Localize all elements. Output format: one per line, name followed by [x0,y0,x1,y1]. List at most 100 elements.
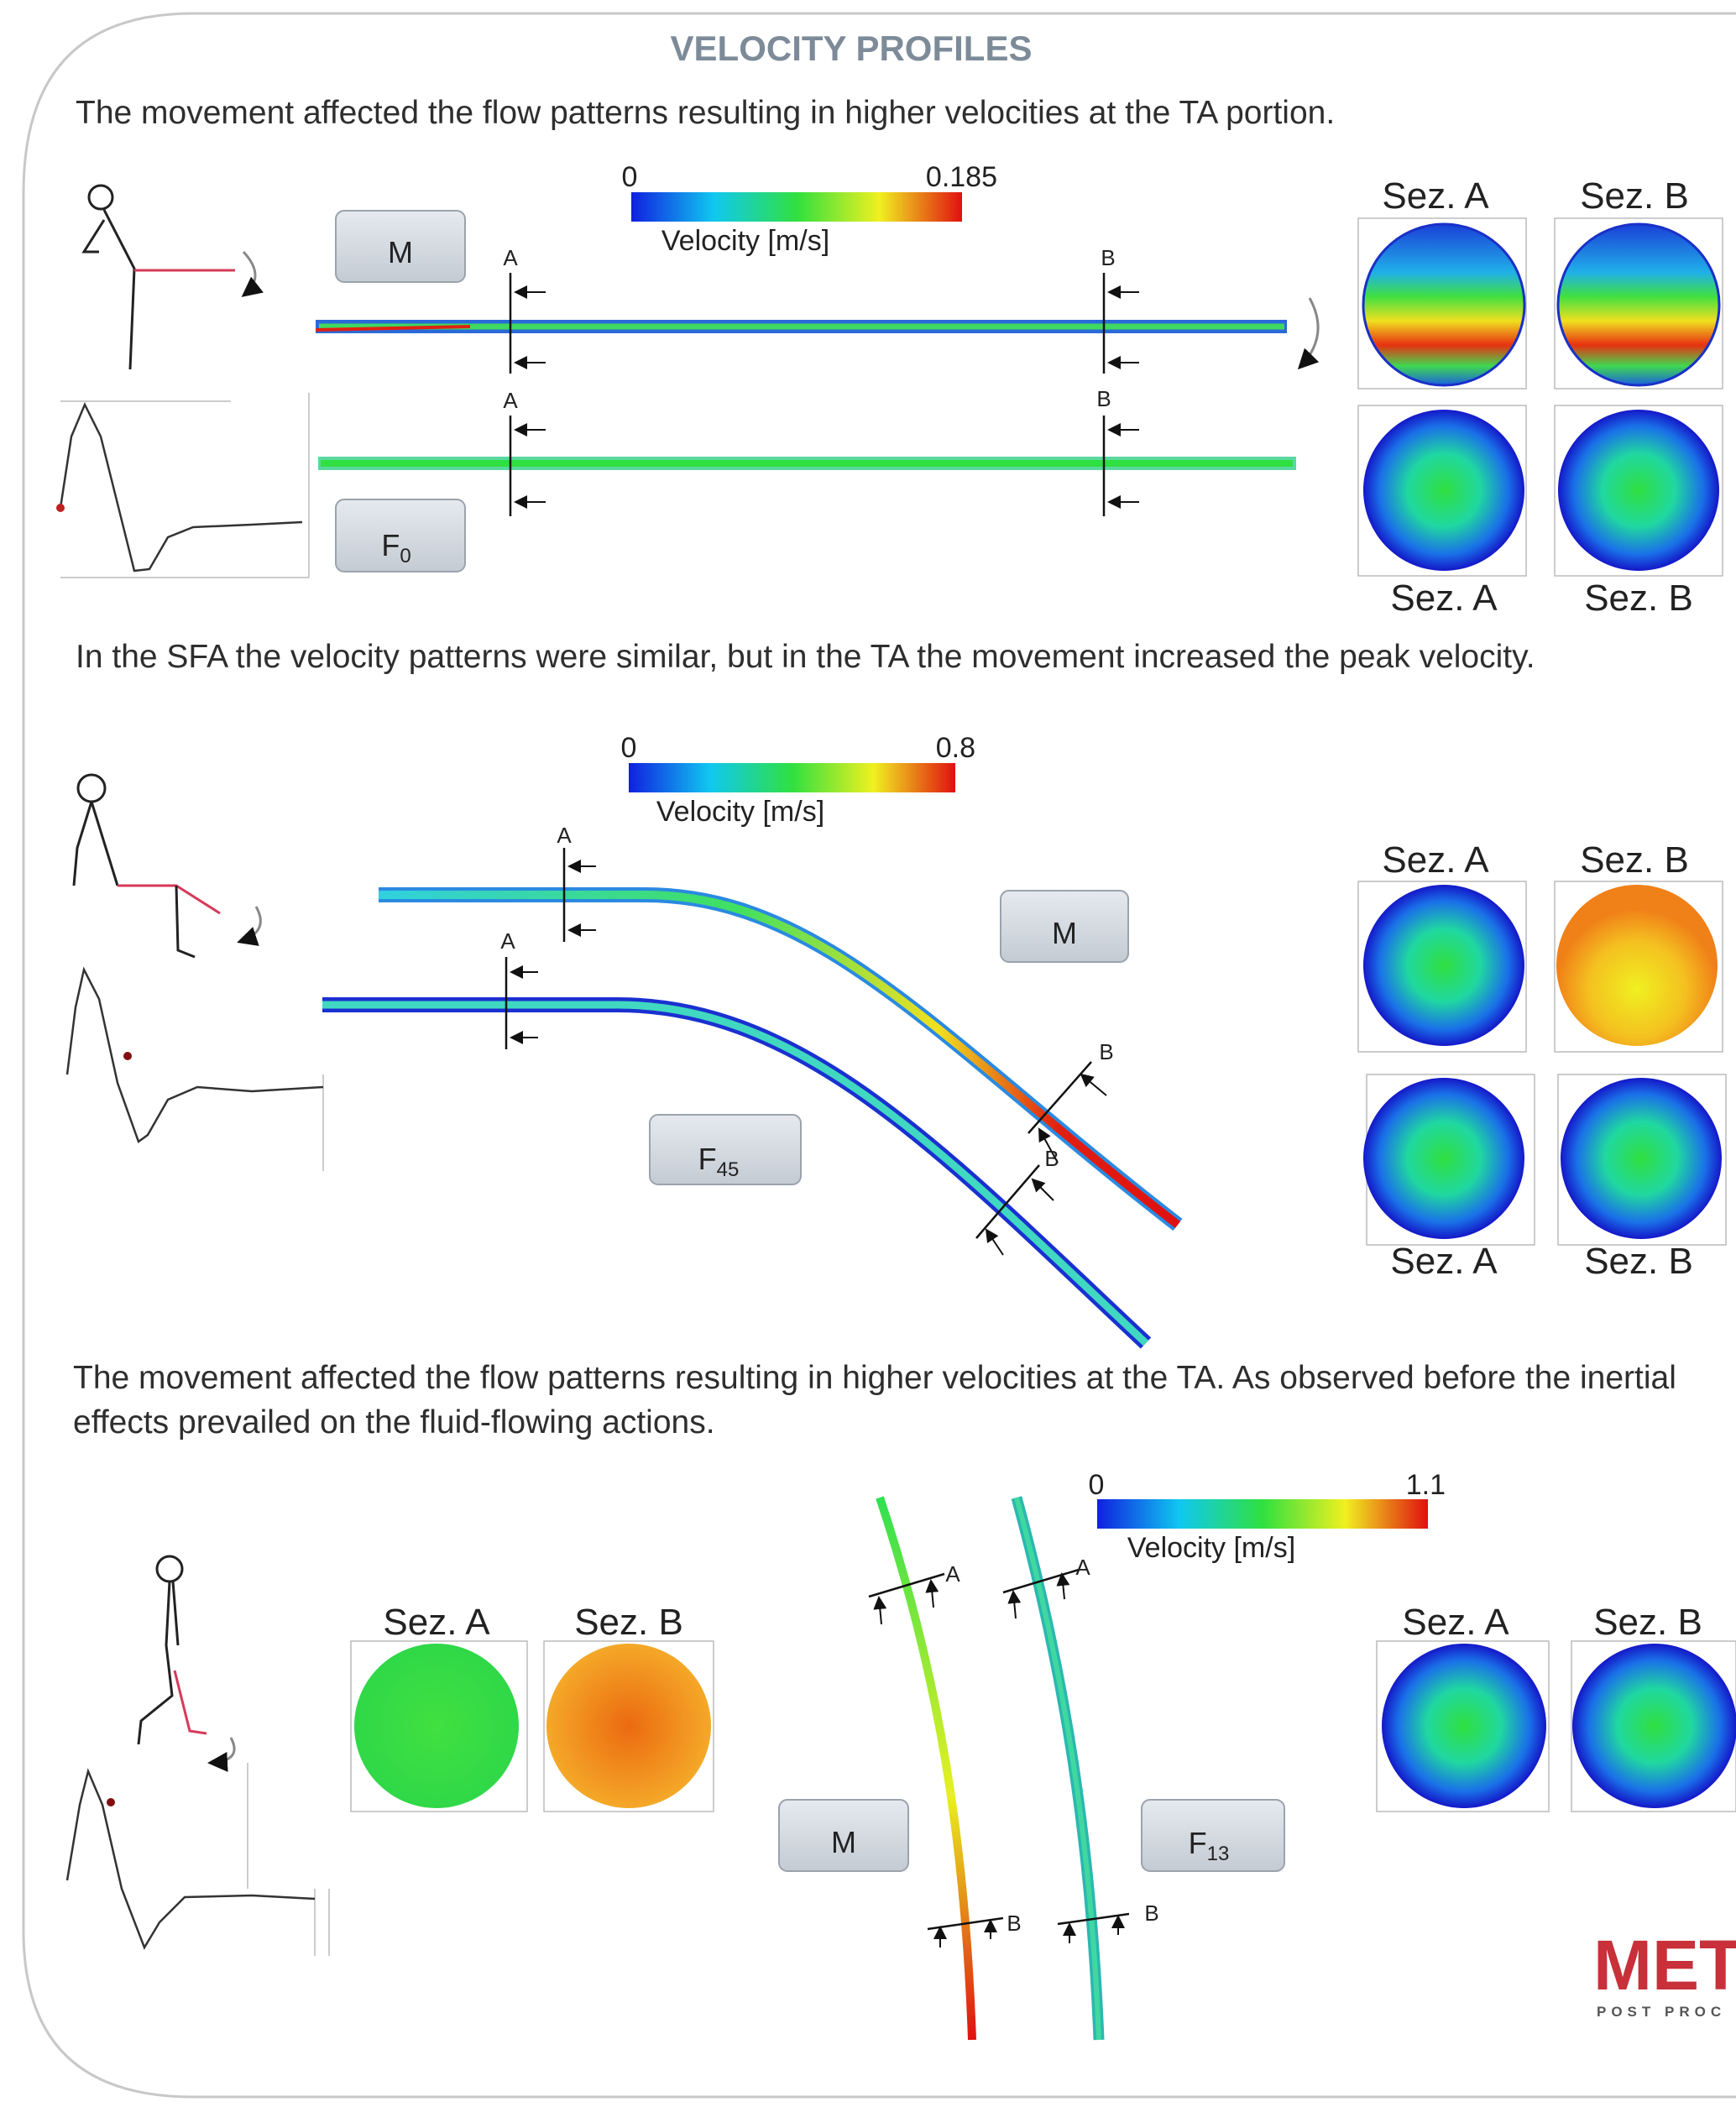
waveform [60,405,302,571]
section-profile [1363,1078,1524,1239]
waveform [107,1798,115,1806]
case-name: M [388,235,413,269]
section-profile [1556,885,1718,1046]
section-cut [1081,1074,1106,1095]
stick-figure [84,220,104,252]
cut-label: B [1101,245,1115,270]
case-button: F45 [650,1115,801,1184]
cut-label: A [945,1561,960,1587]
section-profile [1558,410,1719,571]
section-label: Sez. B [574,1602,683,1643]
section-label: Sez. B [1580,175,1689,217]
colorbar-max: 0.185 [926,161,997,193]
case-name: M [1052,916,1077,950]
section-label: Sez. A [383,1602,490,1643]
stick-figure [139,1556,234,1763]
section-label: Sez. A [1390,578,1498,619]
case-name: F [381,528,400,562]
cut-label: A [1075,1555,1090,1580]
section-profile [1363,885,1524,1046]
colorbar [629,763,955,792]
stick-figure [118,886,220,913]
stick-figure [78,775,105,802]
section-label: Sez. B [1584,578,1693,619]
section-cut [1013,1592,1016,1618]
case-button: F13 [1142,1800,1284,1871]
section-profile [1561,1078,1722,1239]
colorbar [1097,1499,1428,1529]
section-label: Sez. B [1580,839,1689,881]
case-name: 13 [1207,1843,1230,1865]
case-name: F [698,1142,717,1176]
cut-label: B [1144,1900,1158,1926]
logo-name: MET [1593,1926,1736,2005]
section-label: Sez. A [1382,839,1489,881]
section-profile [1558,224,1719,385]
section-cut [1033,1179,1054,1200]
case-button: M [779,1800,908,1871]
section-label: Sez. B [1593,1602,1702,1643]
caption: The movement affected the flow patterns … [76,91,1335,135]
stick-figure [104,210,134,369]
cut-label: A [503,388,518,413]
colorbar-label: Velocity [m/s] [656,796,824,828]
cut-label: B [1007,1911,1021,1936]
section-profile [1363,410,1524,571]
section-cut [931,1581,933,1608]
stick-figure [175,1670,207,1733]
case-name: F [1189,1826,1207,1860]
colorbar-label: Velocity [m/s] [1127,1532,1295,1564]
waveform [123,1052,132,1060]
stick-figure [173,1582,178,1645]
section-cut [986,1230,1003,1255]
waveform [67,1771,315,1948]
stick-figure [157,1556,182,1582]
caption: The movement affected the flow patterns … [73,1356,1736,1448]
waveform [67,970,323,1171]
stick-figure [139,1582,172,1744]
stick-figure [84,186,255,369]
section-cut [879,1597,881,1624]
section-label: Sez. A [1390,1241,1498,1282]
page: {"title": "VELOCITY PROFILES", "sections… [0,0,1736,2107]
section-profile [1363,224,1524,385]
colorbar-max: 0.8 [936,732,975,764]
case-name: M [831,1825,856,1859]
figure [1299,298,1318,368]
colorbar-min: 0 [621,732,637,764]
stick-figure [74,775,260,957]
section-profile [1382,1644,1546,1808]
case-button: F0 [336,499,465,572]
section-profile [354,1644,519,1808]
stick-figure [210,1738,234,1763]
colorbar-min: 0 [622,161,638,193]
cut-label: B [1096,386,1111,411]
section-label: Sez. A [1402,1602,1509,1643]
case-name: 45 [717,1158,740,1181]
figure: VELOCITY PROFILES M F0 0 0.185 Velocity … [0,0,1736,2107]
section-profile [546,1644,711,1808]
case-button: M [336,211,465,282]
caption: In the SFA the velocity patterns were si… [76,635,1728,679]
section-profile [1572,1644,1736,1808]
cut-label: B [1044,1146,1059,1171]
stick-figure [89,186,112,209]
colorbar-max: 1.1 [1406,1469,1446,1501]
cut-label: A [557,823,572,848]
title: VELOCITY PROFILES [671,29,1033,68]
stick-figure [92,802,118,886]
cut-label: A [500,928,515,954]
cut-label: A [503,245,518,270]
logo-tagline: POST PROC [1597,2004,1726,2020]
waveform [67,970,323,1142]
stick-figure [74,802,92,886]
waveform [56,393,309,578]
waveform [67,1763,329,1956]
case-name: 0 [400,545,410,567]
section-cut [1062,1574,1064,1599]
case-button: M [1001,891,1128,962]
section-label: Sez. B [1584,1241,1693,1282]
stick-figure [243,252,255,295]
colorbar-min: 0 [1089,1469,1105,1501]
waveform [56,504,65,512]
